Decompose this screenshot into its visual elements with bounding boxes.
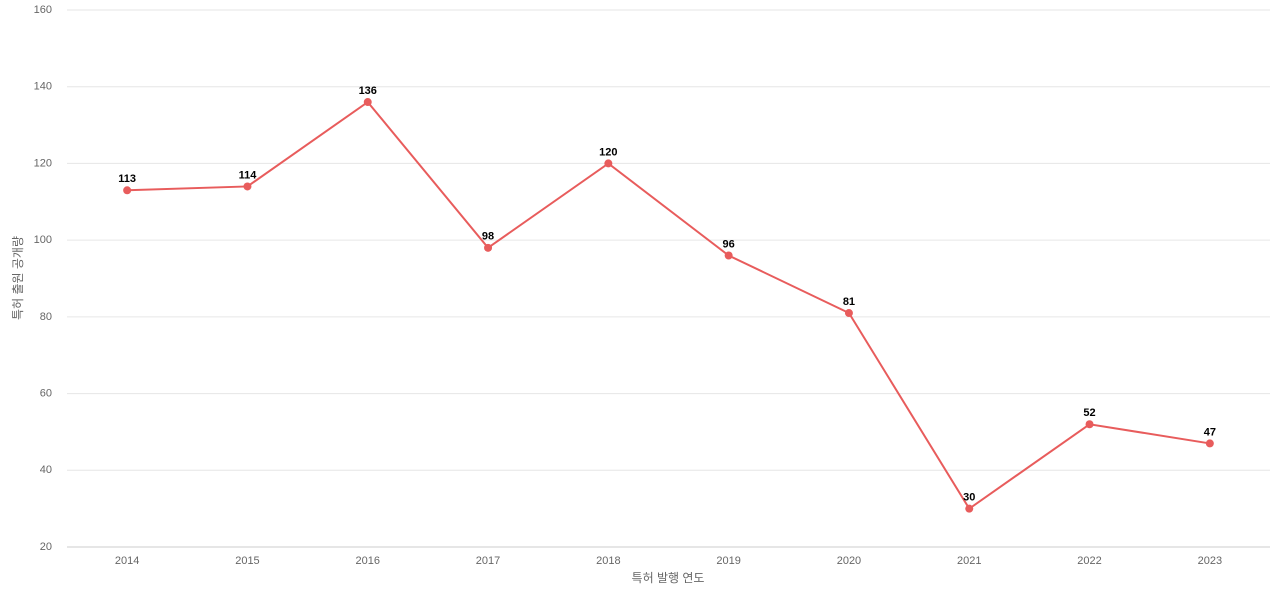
point bbox=[484, 243, 493, 252]
value-label: 136 bbox=[359, 85, 377, 97]
y-tick-label: 20 bbox=[40, 541, 52, 553]
value-label: 120 bbox=[599, 146, 617, 158]
point bbox=[243, 182, 252, 191]
y-tick-label: 80 bbox=[40, 311, 52, 323]
point bbox=[1085, 420, 1094, 429]
value-label: 30 bbox=[963, 492, 975, 504]
x-tick-label: 2015 bbox=[235, 555, 259, 567]
value-label: 96 bbox=[723, 238, 735, 250]
point bbox=[604, 159, 613, 168]
x-tick-label: 2019 bbox=[716, 555, 740, 567]
line bbox=[127, 100, 1211, 511]
value-label: 81 bbox=[843, 296, 855, 308]
point bbox=[965, 504, 974, 513]
point bbox=[1205, 439, 1214, 448]
point bbox=[724, 251, 733, 260]
x-tick-label: 2017 bbox=[476, 555, 500, 567]
point bbox=[123, 186, 132, 195]
y-tick-label: 120 bbox=[34, 157, 52, 169]
y-tick-label: 40 bbox=[40, 464, 52, 476]
x-tick-label: 2022 bbox=[1077, 555, 1101, 567]
x-tick-label: 2020 bbox=[837, 555, 861, 567]
x-tick-label: 2023 bbox=[1198, 555, 1222, 567]
x-tick-label: 2016 bbox=[356, 555, 380, 567]
value-label: 52 bbox=[1083, 407, 1095, 419]
value-label: 113 bbox=[118, 173, 136, 185]
value-label: 114 bbox=[239, 169, 258, 181]
x-tick-label: 2018 bbox=[596, 555, 620, 567]
y-tick-label: 60 bbox=[40, 387, 52, 399]
y-tick-label: 140 bbox=[34, 81, 52, 93]
x-tick-label: 2014 bbox=[115, 555, 139, 567]
y-axis-title: 특허 출원 공개량 bbox=[11, 236, 25, 320]
x-tick-label: 2021 bbox=[957, 555, 981, 567]
value-label: 98 bbox=[482, 231, 494, 243]
value-label: 47 bbox=[1204, 426, 1216, 438]
point bbox=[363, 98, 372, 107]
y-tick-label: 100 bbox=[34, 234, 52, 246]
x-axis-title: 특허 발행 연도 bbox=[632, 570, 705, 585]
y-tick-label: 160 bbox=[34, 4, 52, 16]
point bbox=[844, 309, 853, 318]
